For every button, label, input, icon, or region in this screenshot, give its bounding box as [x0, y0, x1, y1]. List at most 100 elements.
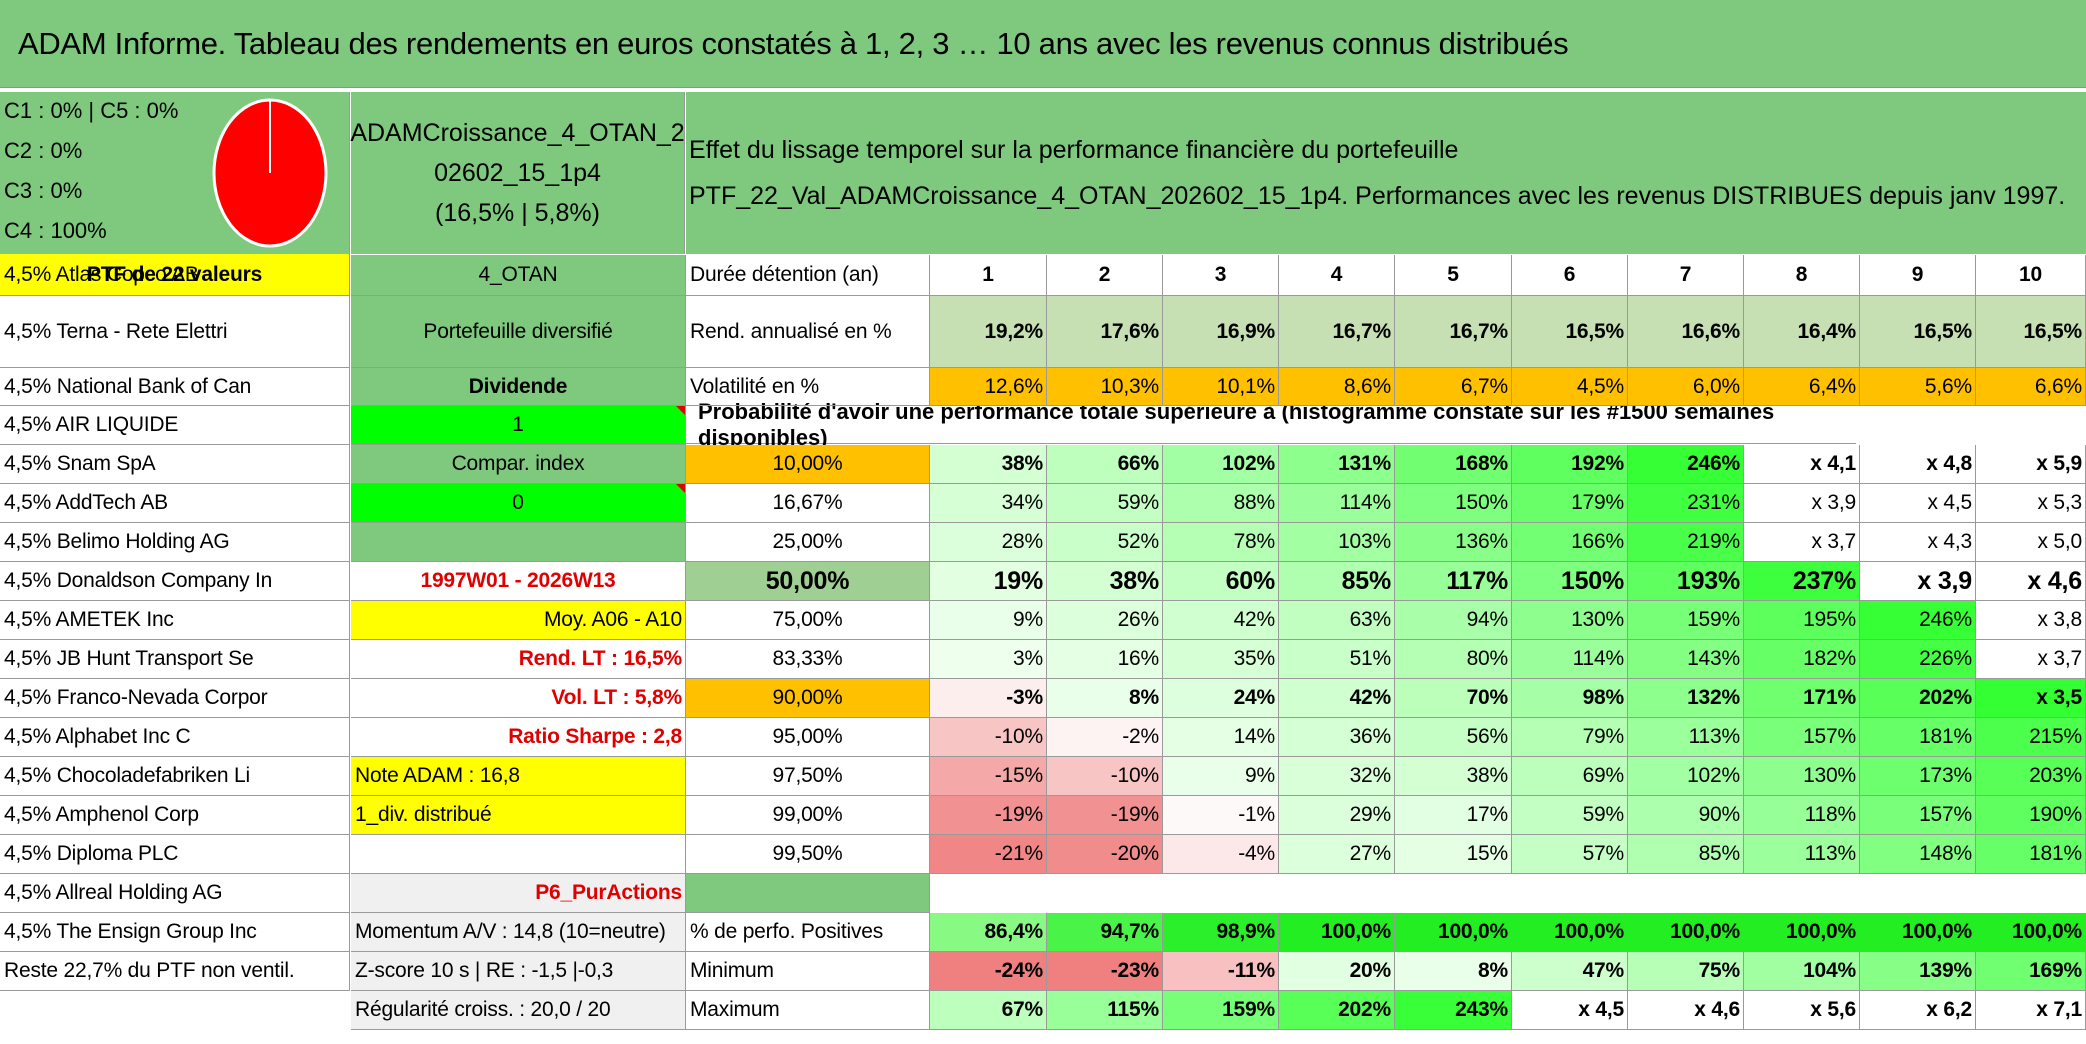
quantile-value: -2% — [1047, 718, 1163, 757]
positive-value: 100,0% — [1744, 913, 1860, 952]
minimum-value: -11% — [1163, 952, 1279, 991]
quantile-value: 130% — [1512, 601, 1628, 640]
minimum-value: 47% — [1512, 952, 1628, 991]
quantile-label: 95,00% — [686, 718, 930, 757]
portfolio-return-vol: (16,5% | 5,8%) — [435, 199, 600, 227]
portfolio-name-line-1: ADAMCroissance_4_OTAN_2 — [350, 119, 685, 147]
rend-value: 16,5% — [1976, 296, 2086, 368]
quantile-value: 114% — [1512, 640, 1628, 679]
quantile-value: 157% — [1744, 718, 1860, 757]
quantile-value: 179% — [1512, 484, 1628, 523]
quantile-value: x 3,5 — [1976, 679, 2086, 718]
quantile-value: 150% — [1395, 484, 1512, 523]
quantile-value: 157% — [1860, 796, 1976, 835]
quantile-value: x 4,8 — [1860, 445, 1976, 484]
quantile-value: 226% — [1860, 640, 1976, 679]
quantile-value: -20% — [1047, 835, 1163, 874]
quantile-value: 148% — [1860, 835, 1976, 874]
rend-value: 16,5% — [1512, 296, 1628, 368]
quantile-label: 83,33% — [686, 640, 930, 679]
quantile-value: 27% — [1279, 835, 1395, 874]
positive-value: 100,0% — [1279, 913, 1395, 952]
year-header: 10 — [1976, 255, 2086, 296]
positive-value: 100,0% — [1976, 913, 2086, 952]
minimum-value: 139% — [1860, 952, 1976, 991]
rend-value: 17,6% — [1047, 296, 1163, 368]
quantile-label: 10,00% — [686, 445, 930, 484]
rend-value: 16,9% — [1163, 296, 1279, 368]
quantile-value: 168% — [1395, 445, 1512, 484]
legend-line-c2: C2 : 0% — [4, 138, 83, 163]
empty-info-cell — [351, 835, 686, 874]
quantile-value: -10% — [930, 718, 1047, 757]
vol-value: 6,6% — [1976, 368, 2086, 406]
comment-flag-icon — [676, 484, 685, 493]
rend-value: 19,2% — [930, 296, 1047, 368]
regularite: Régularité croiss. : 20,0 / 20 — [351, 991, 686, 1030]
quantile-value: 192% — [1512, 445, 1628, 484]
holding-row: 4,5% Terna - Rete Elettri — [0, 296, 350, 368]
dividend-value: 1 — [351, 406, 686, 445]
positive-value: 86,4% — [930, 913, 1047, 952]
quantile-value: 35% — [1163, 640, 1279, 679]
quantile-value: x 3,8 — [1976, 601, 2086, 640]
quantile-value: 19% — [930, 562, 1047, 601]
page-title: ADAM Informe. Tableau des rendements en … — [0, 0, 2086, 88]
quantile-value: x 4,3 — [1860, 523, 1976, 562]
compar-index-value: 0 — [351, 484, 686, 523]
holding-row: 4,5% Donaldson Company In — [0, 562, 350, 601]
vol-lt: Vol. LT : 5,8% — [351, 679, 686, 718]
quantile-value: 38% — [1047, 562, 1163, 601]
quantile-value: x 4,1 — [1744, 445, 1860, 484]
quantile-value: -21% — [930, 835, 1047, 874]
probability-heading: Probabilité d'avoir une performance tota… — [686, 399, 1856, 450]
holding-row: 4,5% Snam SpA — [0, 445, 350, 484]
rend-value: 16,4% — [1744, 296, 1860, 368]
maximum-value: x 4,5 — [1512, 991, 1628, 1030]
positive-value: 100,0% — [1512, 913, 1628, 952]
quantile-value: x 3,9 — [1744, 484, 1860, 523]
description-line-2: PTF_22_Val_ADAMCroissance_4_OTAN_202602_… — [689, 182, 2066, 210]
holding-row: 4,5% Atlas Copco AB — [0, 255, 350, 296]
quantile-value: 80% — [1395, 640, 1512, 679]
minimum-value: 20% — [1279, 952, 1395, 991]
quantile-value: 215% — [1976, 718, 2086, 757]
quantile-value: 52% — [1047, 523, 1163, 562]
year-header: 6 — [1512, 255, 1628, 296]
quantile-value: 143% — [1628, 640, 1744, 679]
quantile-value: 195% — [1744, 601, 1860, 640]
rend-lt: Rend. LT : 16,5% — [351, 640, 686, 679]
legend-line-c1-c5: C1 : 0% | C5 : 0% — [4, 98, 179, 123]
quantile-value: -1% — [1163, 796, 1279, 835]
portfolio-identifier: ADAMCroissance_4_OTAN_2 02602_15_1p4 (16… — [350, 92, 685, 254]
quantile-value: 246% — [1628, 445, 1744, 484]
quantile-value: -3% — [930, 679, 1047, 718]
maximum-value: 243% — [1395, 991, 1512, 1030]
positive-value: 100,0% — [1628, 913, 1744, 952]
year-header: 2 — [1047, 255, 1163, 296]
minimum-value: -24% — [930, 952, 1047, 991]
quantile-value: 246% — [1860, 601, 1976, 640]
quantile-value: x 3,7 — [1744, 523, 1860, 562]
quantile-value: 117% — [1395, 562, 1512, 601]
ptf-header: PTF de 22 valeurs — [0, 254, 350, 296]
period: 1997W01 - 2026W13 — [351, 562, 686, 601]
quantile-value: 237% — [1744, 562, 1860, 601]
positive-value: 98,9% — [1163, 913, 1279, 952]
quantile-value: 17% — [1395, 796, 1512, 835]
maximum-value: x 4,6 — [1628, 991, 1744, 1030]
quantile-value: x 5,9 — [1976, 445, 2086, 484]
quantile-value: 59% — [1047, 484, 1163, 523]
holding-row: 4,5% National Bank of Can — [0, 368, 350, 406]
quantile-value: x 3,9 — [1860, 562, 1976, 601]
quantile-value: 79% — [1512, 718, 1628, 757]
quantile-value: 203% — [1976, 757, 2086, 796]
quantile-value: x 5,0 — [1976, 523, 2086, 562]
vol-value: 5,6% — [1860, 368, 1976, 406]
quantile-value: -15% — [930, 757, 1047, 796]
quantile-value: 42% — [1279, 679, 1395, 718]
compar-index-label: Compar. index — [351, 445, 686, 484]
sharpe-ratio: Ratio Sharpe : 2,8 — [351, 718, 686, 757]
quantile-value: 181% — [1860, 718, 1976, 757]
holding-row: 4,5% AddTech AB — [0, 484, 350, 523]
